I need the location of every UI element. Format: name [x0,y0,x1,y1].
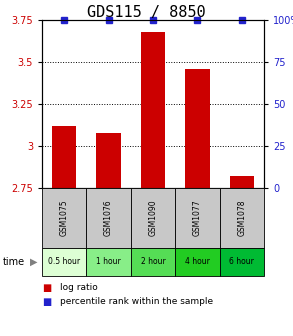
Text: 0.5 hour: 0.5 hour [48,257,80,266]
Text: GSM1077: GSM1077 [193,200,202,236]
Text: percentile rank within the sample: percentile rank within the sample [60,297,213,306]
Bar [42,248,86,276]
Text: 1 hour: 1 hour [96,257,121,266]
Bar [96,133,121,188]
Text: GSM1076: GSM1076 [104,200,113,236]
Text: 2 hour: 2 hour [141,257,165,266]
Text: GSM1078: GSM1078 [237,200,246,236]
Text: GSM1090: GSM1090 [149,200,158,236]
Bar [42,188,86,248]
Text: GSM1075: GSM1075 [60,200,69,236]
Text: ▶: ▶ [30,257,38,267]
Text: time: time [3,257,25,267]
Text: 4 hour: 4 hour [185,257,210,266]
Bar [131,248,175,276]
Bar [219,188,264,248]
Bar [131,188,175,248]
Bar [230,176,254,188]
Text: ■: ■ [42,297,52,307]
Bar [175,248,219,276]
Bar [86,188,131,248]
Bar [219,248,264,276]
Text: log ratio: log ratio [60,284,98,293]
Bar [141,32,165,188]
Text: ■: ■ [42,283,52,293]
Bar [52,126,76,188]
Text: 6 hour: 6 hour [229,257,254,266]
Text: GDS115 / 8850: GDS115 / 8850 [87,4,206,19]
Bar [185,69,209,188]
Bar [86,248,131,276]
Bar [175,188,219,248]
